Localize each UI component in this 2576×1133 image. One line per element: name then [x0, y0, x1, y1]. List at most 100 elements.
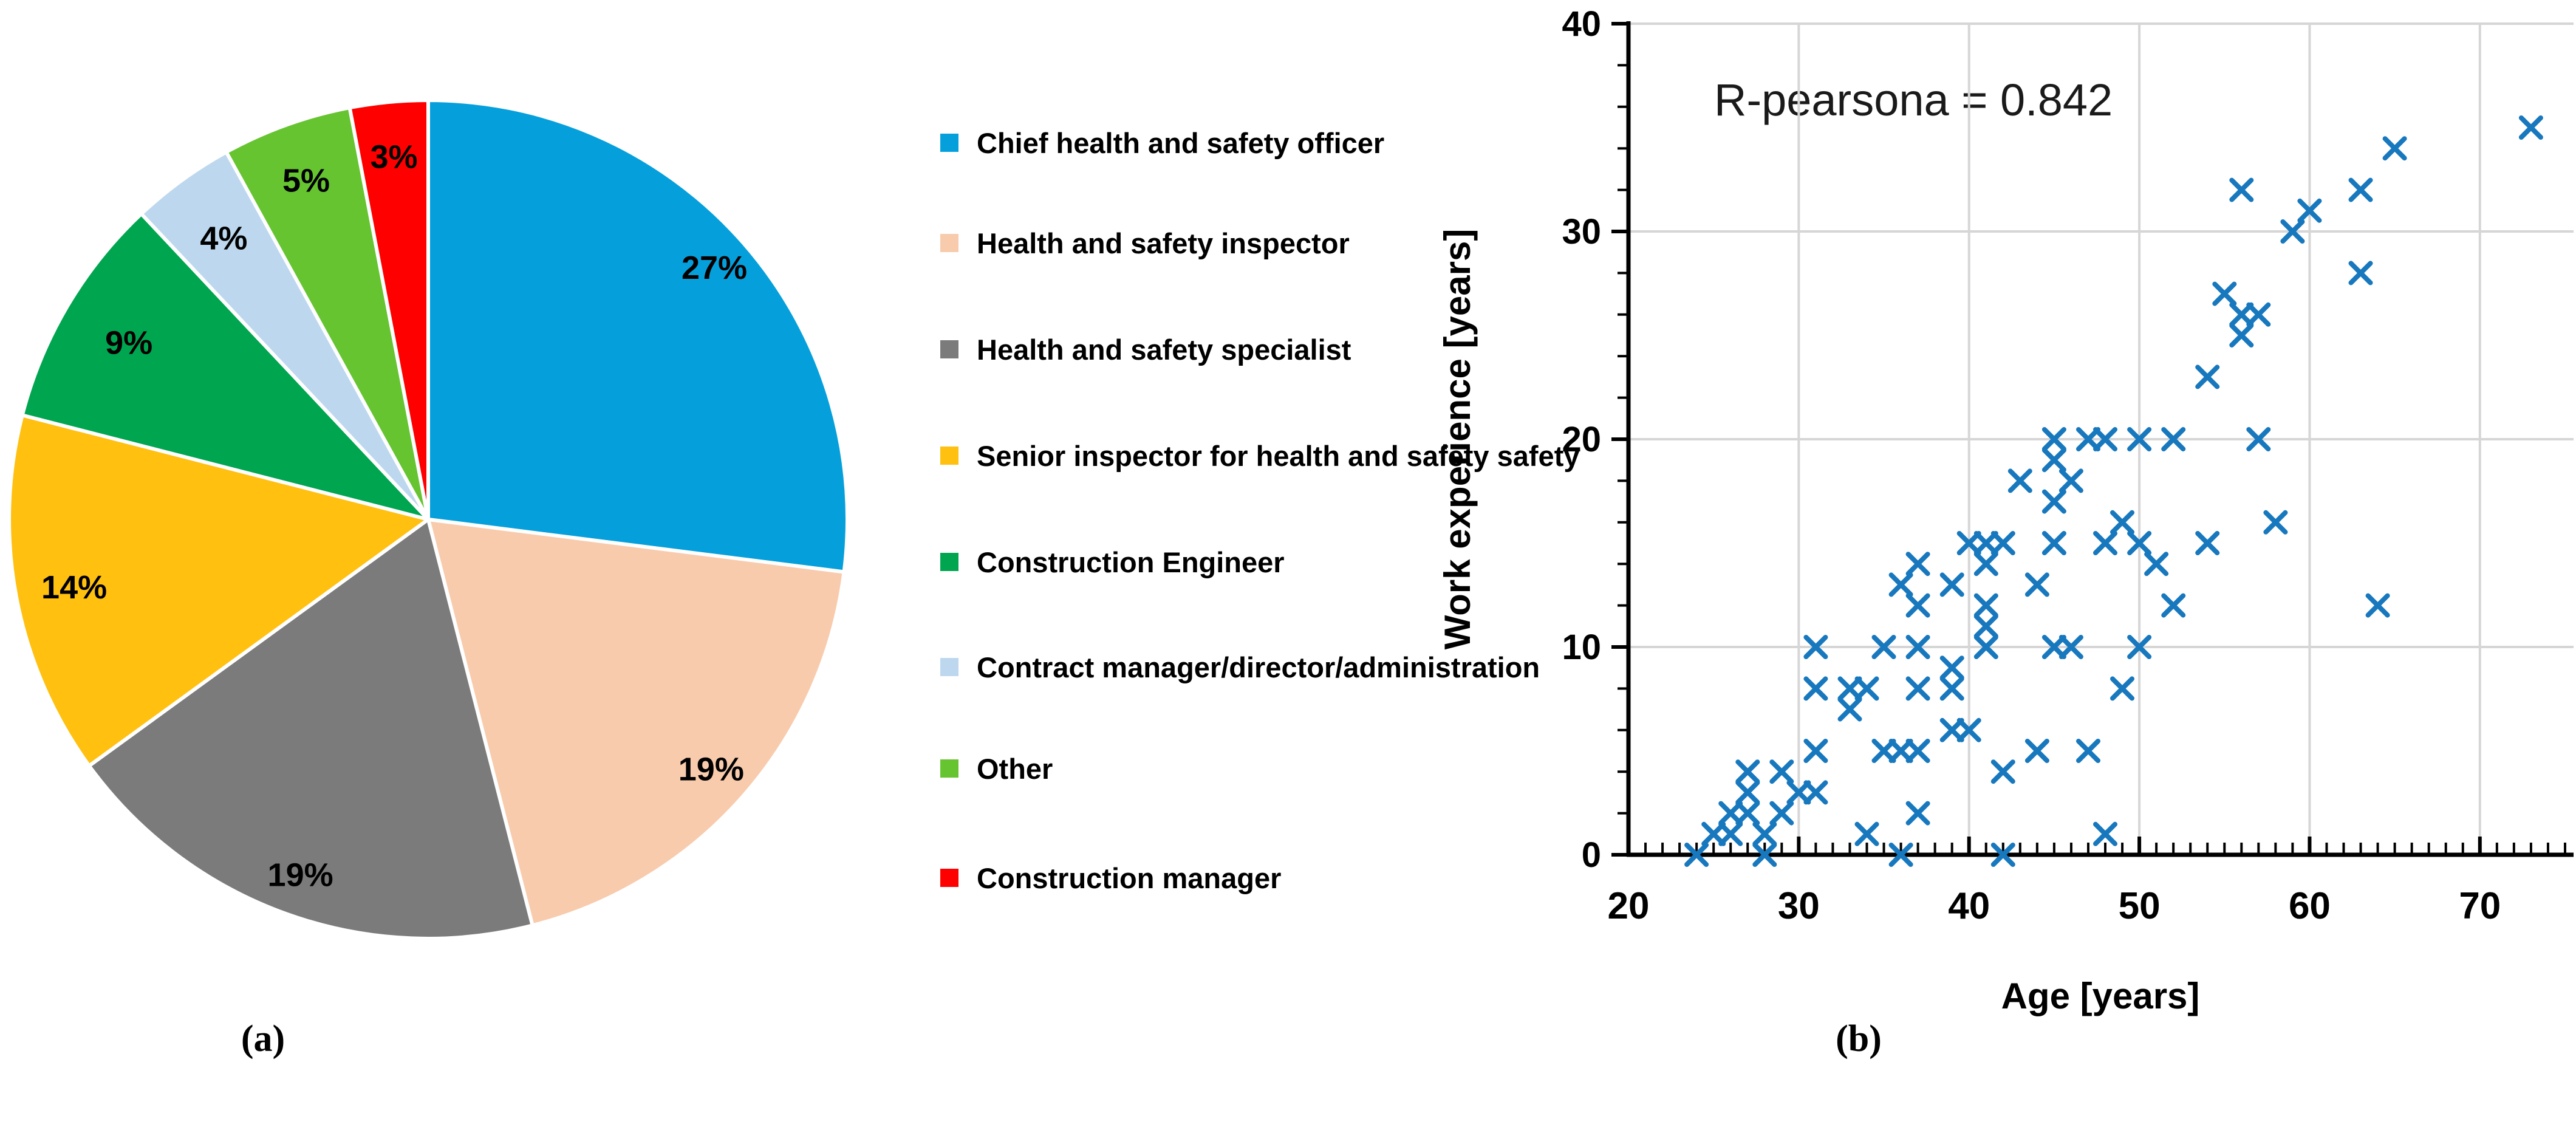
scatter-point: [1786, 780, 1811, 805]
scatter-point: [1752, 843, 1777, 867]
scatter-point: [2127, 427, 2152, 451]
axes: [1611, 21, 2574, 857]
scatter-point: [1973, 635, 1998, 659]
scatter-point: [1871, 739, 1896, 763]
pie-slice-label: 9%: [105, 325, 152, 361]
legend-label: Senior inspector for health and safety s…: [977, 440, 1580, 472]
scatter-point: [1718, 821, 1743, 846]
scatter-point: [1837, 676, 1862, 701]
scatter-point: [2195, 365, 2220, 389]
scatter-point: [2161, 593, 2186, 618]
scatter-point: [2212, 281, 2237, 306]
scatter-point: [1684, 843, 1709, 867]
scatter-point: [2127, 635, 2152, 659]
legend-swatch-icon: [940, 234, 958, 252]
caption-a: (a): [241, 1018, 285, 1059]
legend-swatch-icon: [940, 340, 958, 358]
scatter-point: [2365, 593, 2390, 618]
x-tick-label: 30: [1778, 885, 1820, 927]
scatter-point: [2229, 302, 2254, 327]
scatter-point: [1973, 593, 1998, 618]
x-tick-label: 70: [2459, 885, 2501, 927]
pie-slice-label: 14%: [41, 569, 107, 606]
legend-label: Construction Engineer: [977, 546, 1285, 578]
pie-chart: 27% 19% 19% 14% 9% 4% 5% 3%: [7, 98, 850, 940]
scatter-point: [2041, 635, 2066, 659]
scatter-point: [1735, 801, 1760, 826]
y-tick-label: 40: [1562, 4, 1601, 44]
legend-swatch-icon: [940, 658, 958, 676]
scatter-point: [1769, 759, 1794, 784]
scatter-point: [2382, 136, 2407, 161]
scatter-point: [1973, 531, 1998, 555]
y-tick-label: 10: [1562, 628, 1601, 667]
y-tick-label: 20: [1562, 420, 1601, 459]
y-axis-title: Work experience [years]: [1437, 229, 1478, 650]
legend-item: Health and safety specialist: [940, 328, 1351, 372]
scatter-point: [1990, 759, 2015, 784]
scatter-point: [2076, 427, 2100, 451]
scatter-point: [2348, 261, 2373, 286]
scatter-point: [2076, 739, 2100, 763]
legend-swatch-icon: [940, 447, 958, 465]
pie-slice-label: 19%: [678, 751, 744, 788]
scatter-point: [1803, 780, 1828, 805]
legend-swatch-icon: [940, 759, 958, 778]
pie-slice: [20, 212, 430, 521]
y-tick-label: 0: [1582, 835, 1601, 875]
scatter-point: [1939, 655, 1964, 680]
scatter-point: [2348, 177, 2373, 202]
scatter-point: [2041, 427, 2066, 451]
pie-slice: [224, 106, 430, 521]
pie-slice: [7, 413, 430, 768]
scatter-point: [2280, 219, 2305, 244]
scatter-point: [1888, 843, 1913, 867]
scatter-point: [1803, 676, 1828, 701]
scatter-point: [2195, 531, 2220, 555]
scatter-point: [2093, 821, 2117, 846]
scatter-point: [2518, 115, 2543, 140]
scatter-point: [1837, 697, 1862, 722]
scatter-point: [2110, 510, 2134, 535]
scatter-point: [2041, 531, 2066, 555]
scatter-point: [1956, 717, 1981, 742]
scatter-point: [2229, 177, 2254, 202]
legend-label: Chief health and safety officer: [977, 127, 1385, 159]
x-axis-title: Age [years]: [2001, 976, 2200, 1016]
scatter-point: [1990, 843, 2015, 867]
scatter-point: [1888, 572, 1913, 597]
x-tick-label: 60: [2289, 885, 2331, 927]
pie-slice-label: 19%: [268, 857, 333, 893]
legend-swatch-icon: [940, 869, 958, 887]
scatter-point: [2263, 510, 2288, 535]
pie-legend: Chief health and safety officer Health an…: [940, 0, 1803, 972]
scatter-point: [1769, 801, 1794, 826]
scatter-point: [2007, 468, 2032, 493]
scatter-point: [2246, 427, 2271, 451]
scatter-point: [2161, 427, 2186, 451]
legend-label: Health and safety inspector: [977, 227, 1350, 259]
legend-item: Construction Engineer: [940, 541, 1285, 584]
caption-b: (b): [1836, 1018, 1882, 1059]
scatter-point: [1905, 739, 1930, 763]
legend-item: Senior inspector for health and safety s…: [940, 434, 1580, 478]
legend-item: Chief health and safety officer: [940, 122, 1384, 165]
pie-slice-label: 4%: [200, 221, 247, 257]
legend-label: Construction manager: [977, 862, 1282, 894]
scatter-point: [1854, 821, 1879, 846]
gridlines: [1628, 22, 2574, 855]
scatter-point: [1701, 821, 1726, 846]
y-tick-label: 30: [1562, 212, 1601, 252]
scatter-point: [1939, 717, 1964, 742]
legend-item: Construction manager: [940, 857, 1281, 900]
scatter-point: [2041, 448, 2066, 473]
legend-item: Contract manager/director/administration: [940, 646, 1540, 690]
scatter-point: [1854, 676, 1879, 701]
scatter-point: [2110, 676, 2134, 701]
scatter-point: [1905, 593, 1930, 618]
scatter-point: [2093, 427, 2117, 451]
scatter-point: [1718, 801, 1743, 826]
legend-item: Other: [940, 747, 1053, 791]
